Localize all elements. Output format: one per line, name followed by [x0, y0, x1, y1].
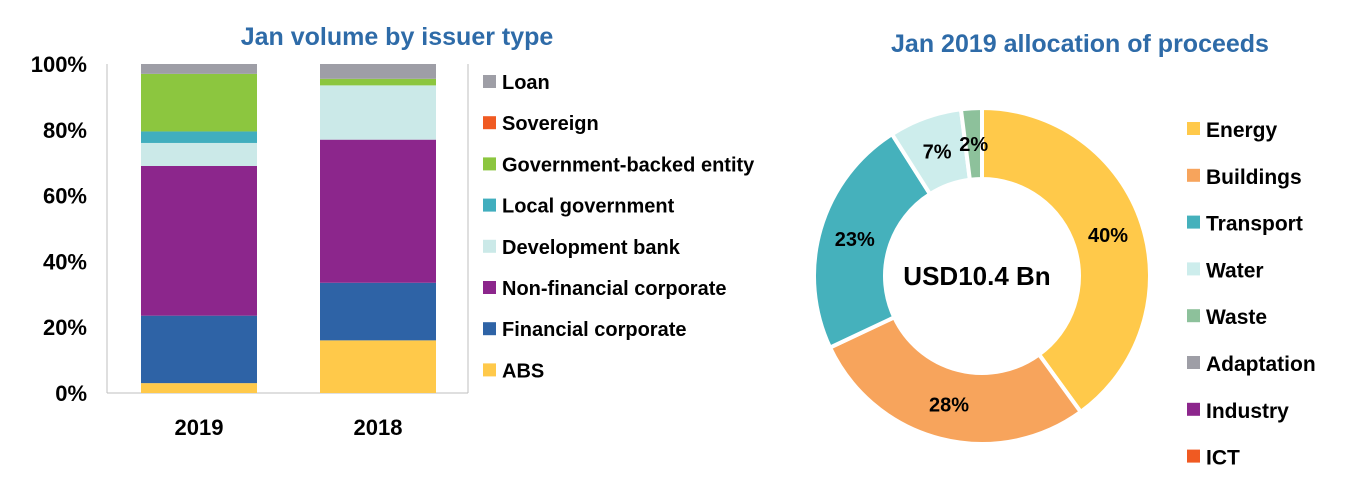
legend-swatch-transport — [1187, 215, 1200, 229]
legend-label-adaptation: Adaptation — [1206, 353, 1316, 376]
bar-segment-abs-2019 — [141, 383, 257, 393]
bar-segment-government-backed-entity-2018 — [320, 78, 436, 86]
x-tick-label: 2018 — [354, 415, 403, 440]
bar-segment-local-government-2019 — [141, 131, 257, 143]
legend-label-transport: Transport — [1206, 213, 1303, 236]
y-axis-ticks: 0% 20% 40% 60% 80% 100% — [31, 52, 87, 406]
legend-swatch-waste — [1187, 309, 1200, 323]
bar-segment-financial-corporate-2019 — [141, 315, 257, 384]
legend-label-waste: Waste — [1206, 306, 1267, 329]
y-tick-label: 40% — [43, 249, 87, 274]
legend-swatch-sovereign — [483, 116, 496, 130]
bar-chart: Jan volume by issuer type 0% 20% 40% 60% 80%… — [31, 23, 755, 440]
legend-swatch-financial-corporate — [483, 322, 496, 336]
donut-label-waste: 2% — [959, 134, 988, 156]
legend-label-government-backed-entity: Government-backed entity — [502, 154, 755, 176]
bar-segment-loan-2019 — [141, 64, 257, 74]
legend-label-buildings: Buildings — [1206, 166, 1302, 189]
bar-segment-development-bank-2019 — [141, 142, 257, 166]
y-tick-label: 60% — [43, 184, 87, 209]
donut-slice-buildings — [827, 314, 1084, 447]
donut-slices — [812, 105, 1153, 447]
legend-swatch-water — [1187, 262, 1200, 276]
y-tick-label: 20% — [43, 315, 87, 340]
donut-data-labels: 40% 28% 23% 7% 2% — [835, 134, 1129, 417]
legend-label-ict: ICT — [1206, 447, 1240, 470]
legend-label-industry: Industry — [1206, 400, 1289, 423]
donut-slice-transport — [812, 131, 933, 351]
bar-segment-development-bank-2018 — [320, 85, 436, 140]
legend-swatch-industry — [1187, 402, 1200, 416]
donut-slice-energy — [980, 105, 1153, 415]
bar-segment-non-financial-corporate-2018 — [320, 139, 436, 283]
donut-chart-title: Jan 2019 allocation of proceeds — [891, 30, 1269, 58]
legend-swatch-buildings — [1187, 168, 1200, 182]
bar-segment-abs-2018 — [320, 340, 436, 393]
legend-label-non-financial-corporate: Non-financial corporate — [502, 278, 726, 300]
bar-segments — [141, 64, 436, 393]
legend-swatch-non-financial-corporate — [483, 281, 496, 294]
bar-segment-loan-2018 — [320, 64, 436, 79]
bar-chart-title: Jan volume by issuer type — [241, 23, 554, 51]
legend-swatch-adaptation — [1187, 356, 1200, 369]
legend-swatch-development-bank — [483, 239, 496, 253]
bar-segment-government-backed-entity-2019 — [141, 73, 257, 132]
donut-label-transport: 23% — [835, 229, 875, 251]
legend-swatch-loan — [483, 75, 496, 88]
legend-label-water: Water — [1206, 259, 1264, 282]
legend-swatch-energy — [1187, 122, 1200, 135]
y-tick-label: 80% — [43, 118, 87, 143]
legend-label-development-bank: Development bank — [502, 237, 681, 259]
legend-swatch-ict — [1187, 449, 1200, 463]
legend-label-loan: Loan — [502, 72, 550, 94]
x-tick-label: 2019 — [175, 415, 224, 440]
legend-swatch-local-government — [483, 198, 496, 212]
donut-legend: Energy Buildings Transport Water Waste Adapta… — [1187, 119, 1316, 470]
donut-center-label: USD10.4 Bn — [903, 261, 1050, 291]
legend-swatch-abs — [483, 363, 496, 377]
donut-label-energy: 40% — [1088, 225, 1128, 247]
y-tick-label: 0% — [55, 381, 87, 406]
donut-chart: Jan 2019 allocation of proceeds 40% 28% 23… — [812, 30, 1316, 470]
bar-segment-financial-corporate-2018 — [320, 282, 436, 341]
legend-label-local-government: Local government — [502, 196, 675, 218]
x-axis-labels: 2019 2018 — [175, 415, 403, 440]
donut-slice-waste — [958, 105, 984, 182]
donut-label-water: 7% — [923, 141, 952, 163]
legend-label-sovereign: Sovereign — [502, 113, 599, 135]
legend-label-energy: Energy — [1206, 119, 1278, 142]
bar-segment-non-financial-corporate-2019 — [141, 165, 257, 316]
y-tick-label: 100% — [31, 52, 87, 77]
donut-label-buildings: 28% — [929, 394, 969, 416]
bar-legend: Loan Sovereign Government-backed entity Loc… — [483, 72, 755, 382]
legend-swatch-government-backed-entity — [483, 157, 496, 171]
legend-label-financial-corporate: Financial corporate — [502, 319, 687, 341]
legend-label-abs: ABS — [502, 360, 544, 382]
